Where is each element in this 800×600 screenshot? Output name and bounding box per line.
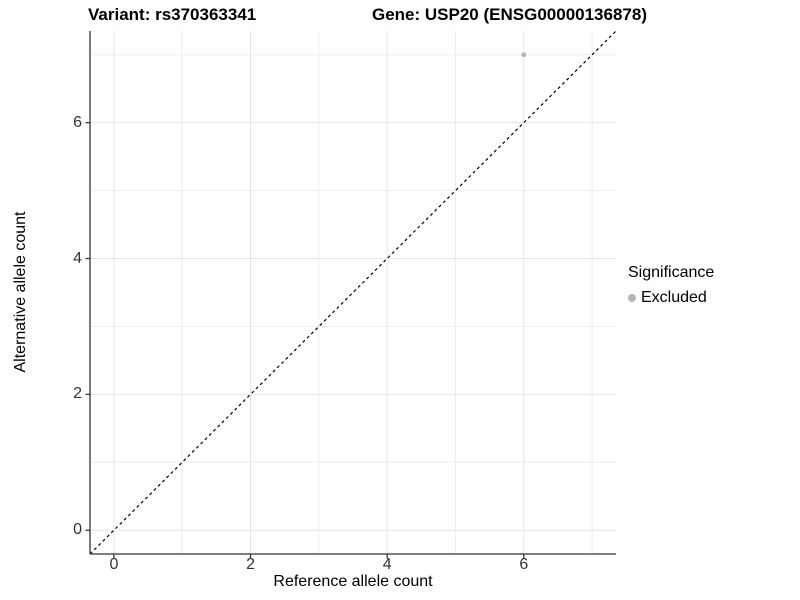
legend: Significance Excluded	[628, 264, 714, 307]
x-tick-label: 2	[246, 556, 255, 573]
legend-item-excluded: Excluded	[628, 289, 714, 307]
x-tick-label: 4	[382, 556, 392, 573]
identity-reference-line	[89, 30, 617, 555]
legend-item-label: Excluded	[641, 289, 707, 306]
legend-title: Significance	[628, 264, 715, 281]
y-tick-label: 6	[73, 113, 82, 131]
data-point	[521, 52, 527, 58]
legend-key-dot-icon	[628, 294, 636, 302]
x-tick-label: 0	[109, 556, 119, 573]
x-axis-title: Reference allele count	[273, 573, 433, 590]
y-tick-label: 0	[73, 521, 82, 539]
x-tick-label: 6	[519, 556, 529, 573]
y-tick-label: 4	[73, 249, 82, 267]
plot-title-variant: Variant: rs370363341	[88, 5, 257, 24]
y-tick-label: 2	[73, 385, 82, 403]
y-axis-title: Alternative allele count	[12, 211, 29, 373]
plot-title-gene: Gene: USP20 (ENSG00000136878)	[372, 5, 647, 24]
